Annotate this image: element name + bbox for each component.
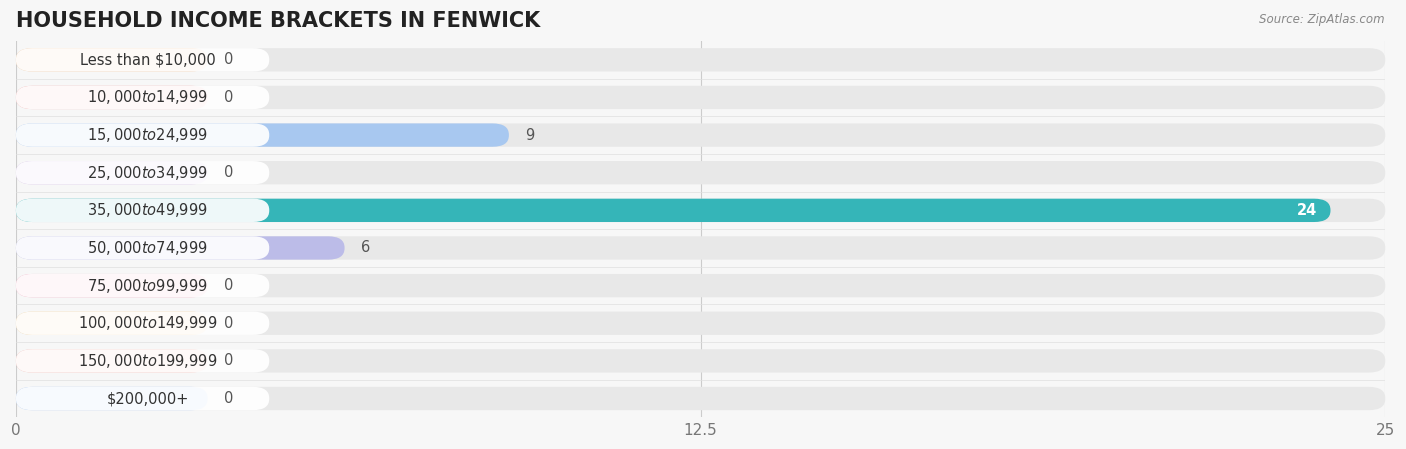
FancyBboxPatch shape [15, 48, 1385, 71]
FancyBboxPatch shape [15, 123, 1385, 147]
FancyBboxPatch shape [15, 387, 270, 410]
FancyBboxPatch shape [15, 312, 1385, 335]
Text: 24: 24 [1296, 203, 1317, 218]
FancyBboxPatch shape [15, 349, 270, 373]
Text: 0: 0 [224, 278, 233, 293]
FancyBboxPatch shape [15, 312, 208, 335]
Text: HOUSEHOLD INCOME BRACKETS IN FENWICK: HOUSEHOLD INCOME BRACKETS IN FENWICK [15, 11, 540, 31]
FancyBboxPatch shape [15, 312, 270, 335]
Text: $50,000 to $74,999: $50,000 to $74,999 [87, 239, 208, 257]
Text: $10,000 to $14,999: $10,000 to $14,999 [87, 88, 208, 106]
Text: $200,000+: $200,000+ [107, 391, 188, 406]
Text: $75,000 to $99,999: $75,000 to $99,999 [87, 277, 208, 295]
FancyBboxPatch shape [15, 48, 270, 71]
FancyBboxPatch shape [15, 161, 270, 185]
FancyBboxPatch shape [15, 387, 208, 410]
FancyBboxPatch shape [15, 199, 1385, 222]
FancyBboxPatch shape [15, 274, 1385, 297]
FancyBboxPatch shape [15, 387, 1385, 410]
Text: $15,000 to $24,999: $15,000 to $24,999 [87, 126, 208, 144]
FancyBboxPatch shape [15, 274, 270, 297]
Text: $25,000 to $34,999: $25,000 to $34,999 [87, 164, 208, 182]
Text: Source: ZipAtlas.com: Source: ZipAtlas.com [1260, 13, 1385, 26]
FancyBboxPatch shape [15, 349, 208, 373]
Text: Less than $10,000: Less than $10,000 [80, 53, 215, 67]
Text: $100,000 to $149,999: $100,000 to $149,999 [77, 314, 218, 332]
Text: 0: 0 [224, 316, 233, 331]
FancyBboxPatch shape [15, 86, 270, 109]
FancyBboxPatch shape [15, 86, 1385, 109]
FancyBboxPatch shape [15, 123, 270, 147]
FancyBboxPatch shape [15, 86, 208, 109]
FancyBboxPatch shape [15, 236, 344, 260]
Text: 0: 0 [224, 53, 233, 67]
Text: $35,000 to $49,999: $35,000 to $49,999 [87, 201, 208, 220]
Text: 0: 0 [224, 90, 233, 105]
FancyBboxPatch shape [15, 123, 509, 147]
FancyBboxPatch shape [15, 236, 270, 260]
FancyBboxPatch shape [15, 349, 1385, 373]
FancyBboxPatch shape [15, 161, 208, 185]
Text: 9: 9 [526, 128, 534, 143]
Text: 0: 0 [224, 391, 233, 406]
Text: $150,000 to $199,999: $150,000 to $199,999 [77, 352, 218, 370]
Text: 0: 0 [224, 165, 233, 180]
FancyBboxPatch shape [15, 274, 208, 297]
Text: 6: 6 [361, 241, 370, 255]
FancyBboxPatch shape [15, 48, 208, 71]
FancyBboxPatch shape [15, 199, 270, 222]
FancyBboxPatch shape [15, 161, 1385, 185]
FancyBboxPatch shape [15, 236, 1385, 260]
Text: 0: 0 [224, 353, 233, 368]
FancyBboxPatch shape [15, 199, 1330, 222]
